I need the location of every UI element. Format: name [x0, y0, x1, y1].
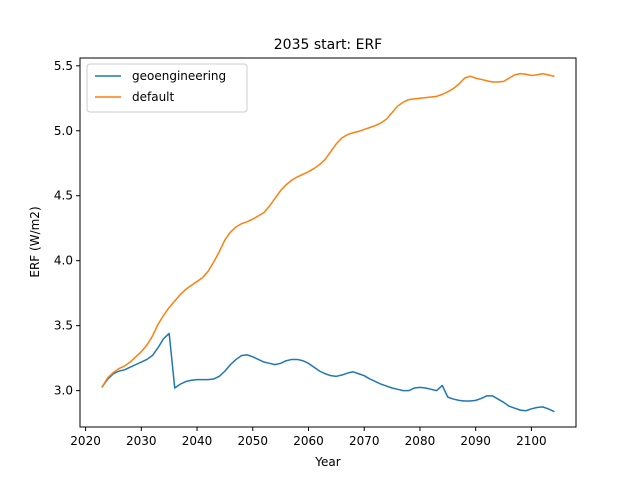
y-axis-label: ERF (W/m2) — [28, 206, 42, 277]
x-tick-label: 2050 — [237, 434, 268, 448]
x-tick-label: 2030 — [126, 434, 157, 448]
y-axis: 3.0 3.5 4.0 4.5 5.0 5.5 — [54, 59, 80, 398]
series-line-geoengineering — [101, 332, 555, 413]
x-axis-label: Year — [314, 455, 340, 469]
series-line-default — [101, 72, 555, 388]
x-tick-label: 2070 — [349, 434, 380, 448]
legend-label-geoengineering: geoengineering — [132, 69, 226, 83]
legend: geoengineering default — [86, 63, 248, 113]
legend-box — [86, 63, 248, 113]
x-tick-label: 2100 — [516, 434, 547, 448]
plot-frame — [79, 57, 577, 428]
y-tick-label: 5.0 — [54, 124, 73, 138]
x-tick-label: 2080 — [405, 434, 436, 448]
x-tick-label: 2040 — [182, 434, 213, 448]
x-tick-label: 2090 — [460, 434, 491, 448]
chart-title: 2035 start: ERF — [274, 37, 382, 53]
x-tick-label: 2060 — [293, 434, 324, 448]
y-tick-label: 3.0 — [54, 384, 73, 398]
x-tick-label: 2020 — [70, 434, 101, 448]
plot-area — [101, 72, 555, 413]
y-tick-label: 3.5 — [54, 319, 73, 333]
y-tick-label: 4.0 — [54, 254, 73, 268]
y-tick-label: 5.5 — [54, 59, 73, 73]
y-tick-label: 4.5 — [54, 189, 73, 203]
x-axis: 2020 2030 2040 2050 2060 2070 2080 2090 2100 — [70, 427, 547, 448]
legend-label-default: default — [132, 90, 175, 104]
